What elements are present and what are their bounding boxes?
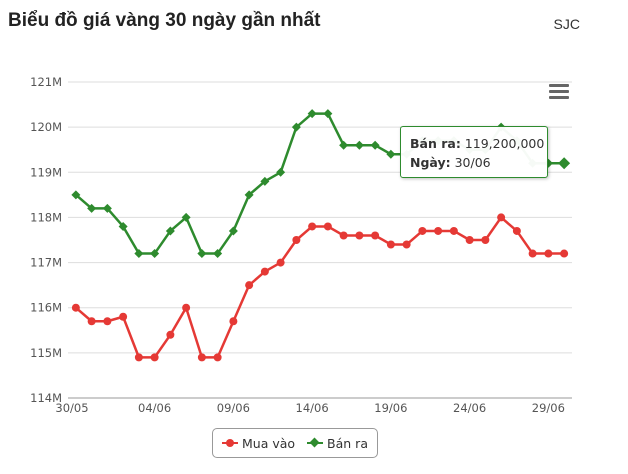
buy-point[interactable] [71,303,80,312]
sell-point[interactable] [386,149,396,159]
buy-point[interactable] [245,281,254,290]
sell-point[interactable] [213,249,223,259]
chart-legend: Mua vào Bán ra [212,428,378,458]
buy-point[interactable] [449,226,458,235]
sell-point[interactable] [244,190,254,200]
y-axis: 114M 115M 116M 117M 118M 119M 120M 121M [30,75,62,405]
sell-point[interactable] [323,109,333,119]
x-tick-label: 04/06 [138,401,171,415]
buy-point[interactable] [229,317,238,326]
y-tick-label: 118M [30,210,62,224]
sell-point[interactable] [307,109,317,119]
x-tick-label: 29/06 [532,401,565,415]
x-tick-label: 09/06 [217,401,250,415]
y-tick-label: 121M [30,75,62,89]
buy-point[interactable] [371,231,380,240]
buy-point[interactable] [481,236,490,244]
x-tick-label: 24/06 [453,401,486,415]
sell-point[interactable] [102,203,112,213]
buy-point[interactable] [197,353,206,362]
sell-point[interactable] [71,190,81,200]
tooltip-label-1: Bán ra: [410,136,461,151]
legend-item-sell[interactable]: Bán ra [307,436,368,451]
y-tick-label: 115M [30,346,62,360]
sell-point-hovered[interactable] [558,157,571,170]
buy-point[interactable] [402,240,411,249]
x-tick-label: 14/06 [296,401,329,415]
brand-label: SJC [553,16,580,32]
sell-point[interactable] [118,221,128,231]
x-tick-label: 30/05 [55,401,88,415]
sell-point[interactable] [276,167,286,177]
sell-point[interactable] [165,226,175,236]
sell-point[interactable] [370,140,380,150]
y-tick-label: 120M [30,120,62,134]
buy-point[interactable] [134,353,143,362]
sell-point[interactable] [291,122,301,132]
y-tick-label: 117M [30,256,62,270]
buy-point[interactable] [434,226,443,235]
buy-point[interactable] [119,312,128,321]
chart-menu-icon[interactable] [549,84,569,102]
buy-point[interactable] [292,236,301,244]
buy-point[interactable] [418,226,427,235]
sell-point[interactable] [228,226,238,236]
buy-point[interactable] [213,353,222,362]
buy-point[interactable] [87,317,96,326]
tooltip-value-1: 119,200,000 [464,136,545,151]
buy-point[interactable] [323,222,332,231]
sell-point[interactable] [134,249,144,259]
buy-point[interactable] [528,249,537,258]
buy-point[interactable] [260,267,269,276]
series-line-buy [75,216,565,359]
sell-point[interactable] [260,176,270,186]
buy-point[interactable] [355,231,364,240]
buy-point[interactable] [339,231,348,240]
buy-point[interactable] [465,236,474,244]
buy-point[interactable] [512,226,521,235]
buy-point[interactable] [308,222,317,231]
legend-buy-swatch-icon [222,437,238,449]
x-axis: 30/05 04/06 09/06 14/06 19/06 24/06 29/06 [55,397,572,415]
chart-tooltip: Bán ra: 119,200,000 Ngày: 30/06 [400,126,548,178]
legend-sell-label: Bán ra [327,435,368,451]
buy-point[interactable] [560,249,569,258]
legend-item-buy[interactable]: Mua vào [222,436,295,451]
buy-point[interactable] [103,317,112,326]
page-title: Biểu đồ giá vàng 30 ngày gần nhất [8,10,321,31]
buy-point[interactable] [544,249,553,258]
y-tick-label: 119M [30,165,62,179]
sell-point[interactable] [197,249,207,259]
x-tick-label: 19/06 [374,401,407,415]
buy-point[interactable] [150,353,159,362]
sell-point[interactable] [87,203,97,213]
sell-point[interactable] [339,140,349,150]
sell-point[interactable] [181,212,191,222]
legend-buy-label: Mua vào [242,435,296,451]
buy-point[interactable] [497,213,506,222]
buy-point[interactable] [166,330,175,339]
buy-point[interactable] [182,303,191,312]
tooltip-value-2: 30/06 [454,155,491,170]
y-tick-label: 114M [30,391,62,405]
legend-sell-swatch-icon [307,437,324,449]
buy-point[interactable] [386,240,395,249]
sell-point[interactable] [150,249,160,259]
sell-point[interactable] [354,140,364,150]
tooltip-label-2: Ngày: [410,155,451,170]
y-tick-label: 116M [30,301,62,315]
buy-point[interactable] [276,258,285,267]
